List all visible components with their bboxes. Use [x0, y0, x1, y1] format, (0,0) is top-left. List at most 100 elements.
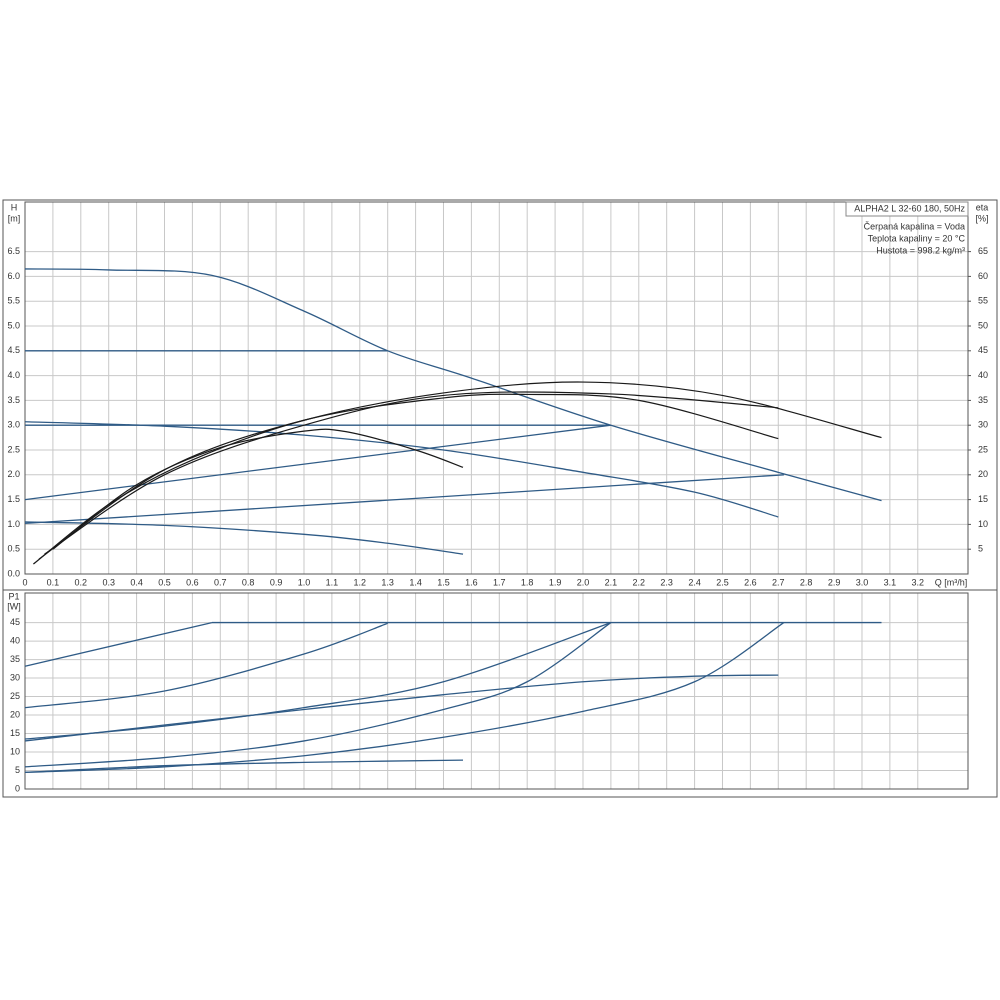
y2-tick-label: 5 — [978, 544, 983, 554]
x-tick-label: 2.8 — [800, 577, 813, 587]
x-tick-label: 1.6 — [465, 577, 478, 587]
y-tick-label: 25 — [10, 691, 20, 701]
y-label: P1 — [8, 591, 19, 601]
y-tick-label: 0.0 — [7, 568, 20, 578]
x-tick-label: 0.7 — [214, 577, 227, 587]
curve — [24, 674, 779, 742]
y-label: H — [11, 202, 18, 212]
x-tick-label: 2.1 — [605, 577, 618, 587]
x-tick-label: 3.1 — [884, 577, 897, 587]
y-unit: [W] — [7, 601, 21, 611]
y-tick-label: 45 — [10, 617, 20, 627]
x-tick-label: 0.4 — [130, 577, 143, 587]
x-tick-label: 3.0 — [856, 577, 869, 587]
annotation: Teplota kapaliny = 20 °C — [868, 233, 966, 243]
x-tick-label: 1.0 — [298, 577, 311, 587]
y-tick-label: 6.5 — [7, 246, 20, 256]
y2-tick-label: 35 — [978, 395, 988, 405]
x-tick-label: 0.1 — [47, 577, 60, 587]
x-tick-label: 1.5 — [437, 577, 450, 587]
x-tick-label: 2.5 — [716, 577, 729, 587]
curve — [24, 421, 779, 518]
x-tick-label: 0.2 — [75, 577, 88, 587]
curve — [32, 381, 882, 565]
x-tick-label: 1.7 — [493, 577, 506, 587]
y2-tick-label: 40 — [978, 370, 988, 380]
y-tick-label: 6.0 — [7, 271, 20, 281]
x-tick-label: 1.1 — [326, 577, 339, 587]
grids — [24, 202, 968, 790]
y-tick-label: 30 — [10, 672, 20, 682]
curve — [24, 621, 213, 667]
y2-tick-label: 50 — [978, 320, 988, 330]
y-tick-label: 4.0 — [7, 370, 20, 380]
y-tick-label: 15 — [10, 728, 20, 738]
y-tick-label: 10 — [10, 746, 20, 756]
x-tick-label: 1.9 — [549, 577, 562, 587]
y-tick-label: 5.5 — [7, 296, 20, 306]
y2-unit: [%] — [975, 213, 988, 223]
x-tick-label: 2.2 — [633, 577, 646, 587]
x-tick-label: 0 — [22, 577, 27, 587]
curve — [24, 622, 388, 709]
curve — [24, 268, 882, 502]
x-tick-label: 0.9 — [270, 577, 283, 587]
curve — [52, 428, 464, 550]
curve — [24, 474, 784, 525]
y-unit: [m] — [8, 213, 21, 223]
x-tick-label: 0.3 — [102, 577, 115, 587]
y-tick-label: 40 — [10, 635, 20, 645]
x-tick-label: 2.0 — [577, 577, 590, 587]
x-tick-label: 0.6 — [186, 577, 199, 587]
y-tick-label: 3.0 — [7, 420, 20, 430]
y2-tick-label: 30 — [978, 420, 988, 430]
x-tick-label: 0.5 — [158, 577, 171, 587]
x-tick-label: 2.7 — [772, 577, 785, 587]
y2-tick-label: 10 — [978, 519, 988, 529]
y-tick-label: 0.5 — [7, 544, 20, 554]
x-label: Q [m³/h] — [935, 577, 968, 587]
curve — [24, 521, 464, 555]
curve — [24, 622, 785, 774]
y-tick-label: 2.5 — [7, 444, 20, 454]
x-tick-label: 1.3 — [381, 577, 394, 587]
y-tick-label: 20 — [10, 709, 20, 719]
bottom-plot-frame — [24, 592, 969, 790]
y-tick-label: 3.5 — [7, 395, 20, 405]
y-tick-label: 1.5 — [7, 494, 20, 504]
curve — [24, 424, 611, 501]
x-tick-label: 2.6 — [744, 577, 757, 587]
y-tick-label: 5.0 — [7, 320, 20, 330]
y-tick-label: 4.5 — [7, 345, 20, 355]
annotation: Hustota = 998.2 kg/m³ — [876, 245, 965, 255]
top-plot-frame — [24, 201, 969, 575]
annotation-box — [845, 201, 969, 217]
lines — [24, 268, 882, 774]
y2-tick-label: 20 — [978, 469, 988, 479]
y2-tick-label: 55 — [978, 296, 988, 306]
annotation: ALPHA2 L 32-60 180, 50Hz — [854, 203, 965, 213]
curve — [44, 391, 779, 555]
y2-tick-label: 65 — [978, 246, 988, 256]
x-tick-label: 1.8 — [521, 577, 534, 587]
y2-label: eta — [976, 202, 989, 212]
y2-tick-label: 60 — [978, 271, 988, 281]
y2-tick-label: 15 — [978, 494, 988, 504]
x-tick-label: 1.4 — [409, 577, 422, 587]
curve — [24, 622, 612, 768]
x-tick-label: 2.3 — [660, 577, 673, 587]
x-tick-label: 2.4 — [688, 577, 701, 587]
y2-tick-label: 25 — [978, 444, 988, 454]
x-tick-label: 0.8 — [242, 577, 255, 587]
x-tick-label: 3.2 — [912, 577, 925, 587]
y-tick-label: 35 — [10, 654, 20, 664]
curve — [24, 621, 612, 740]
curve — [24, 759, 464, 774]
outer-frame — [2, 199, 998, 798]
y2-tick-label: 45 — [978, 345, 988, 355]
annotation: Čerpaná kapalina = Voda — [864, 221, 965, 231]
y-tick-label: 1.0 — [7, 519, 20, 529]
x-tick-label: 2.9 — [828, 577, 841, 587]
y-tick-label: 5 — [15, 765, 20, 775]
